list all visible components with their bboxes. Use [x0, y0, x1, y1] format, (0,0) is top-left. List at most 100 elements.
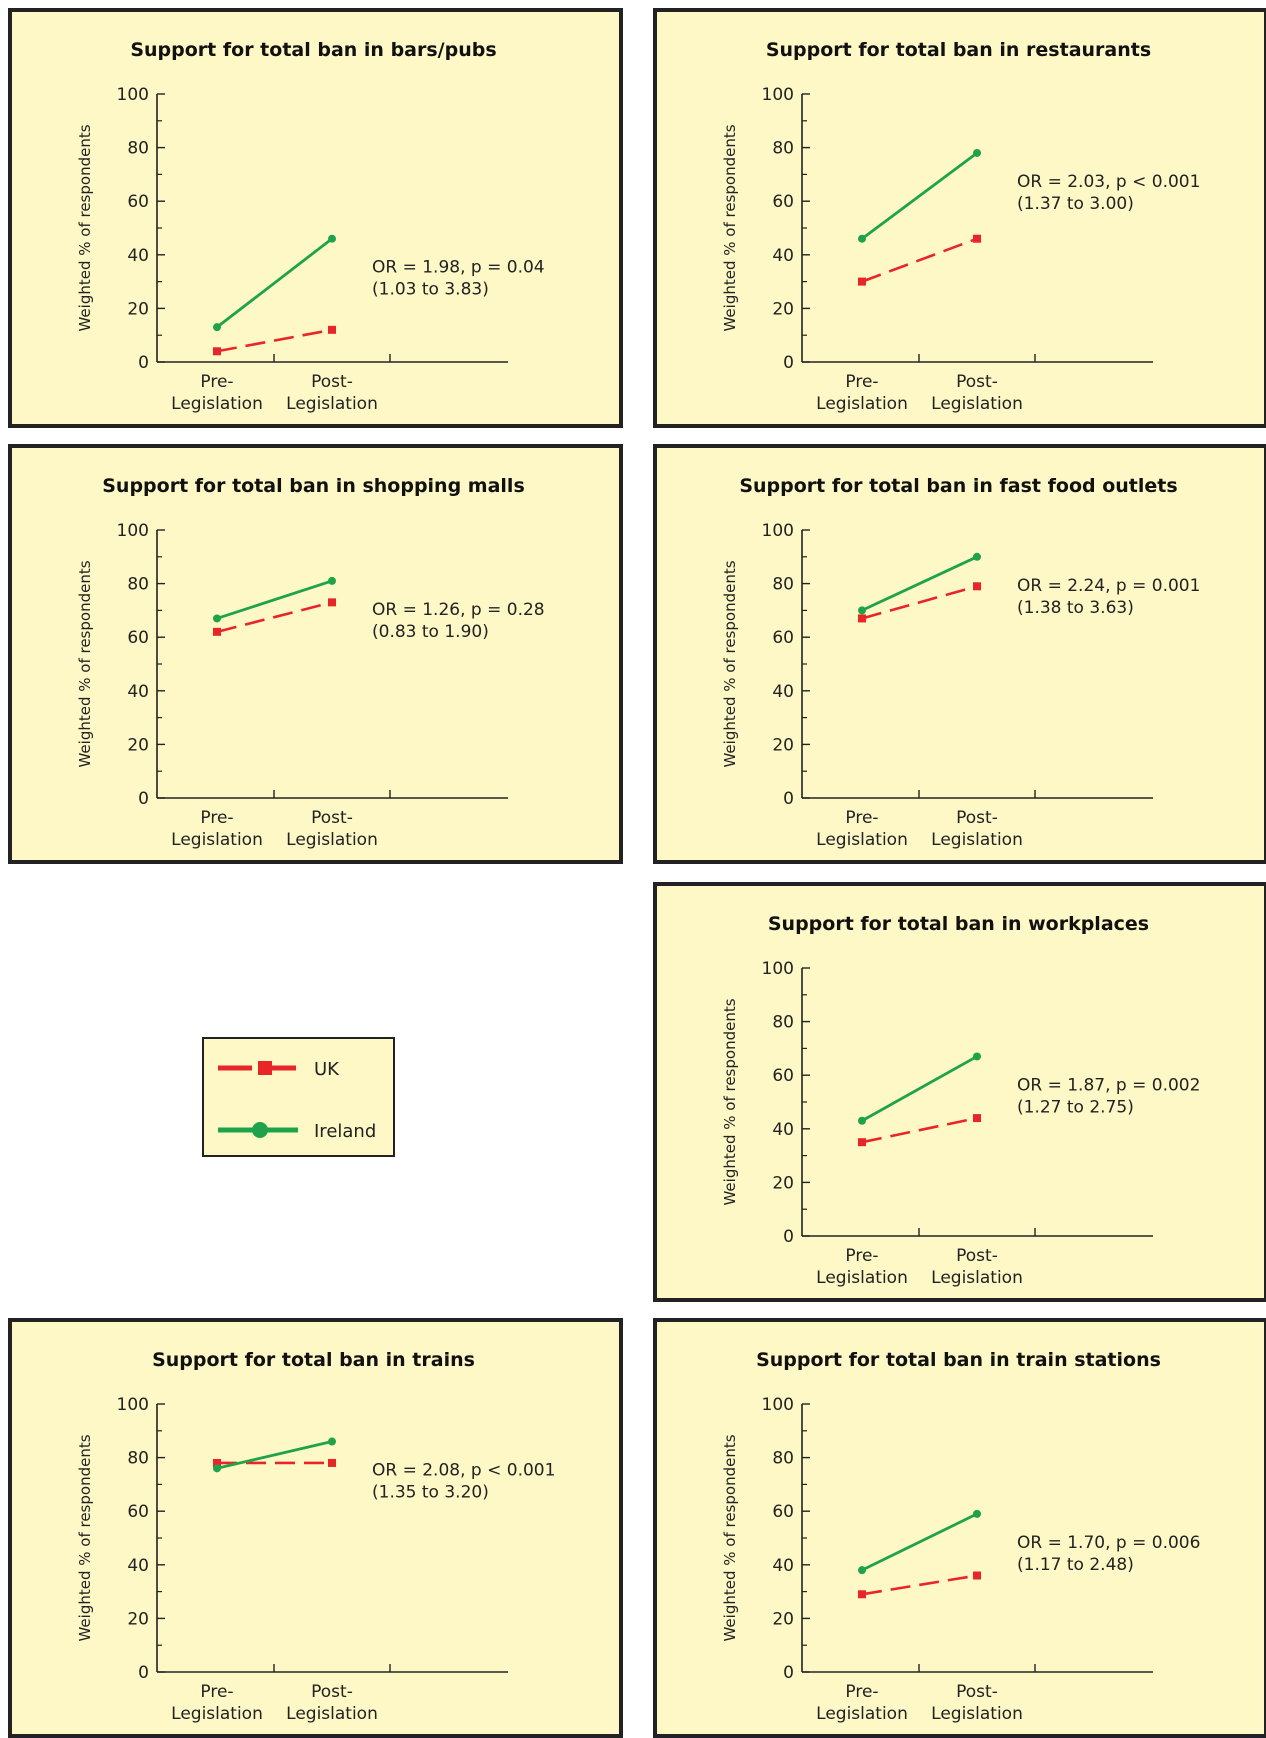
uk-data-point — [328, 598, 336, 607]
y-tick-label: 40 — [772, 1120, 794, 1140]
y-tick-label: 0 — [138, 353, 149, 373]
y-tick-label: 100 — [117, 1395, 149, 1415]
uk-data-point — [973, 234, 981, 243]
uk-series-line — [216, 601, 333, 634]
chart-title: Support for total ban in fast food outle… — [739, 475, 1177, 497]
chart-svg: Support for total ban in train stations W… — [721, 1349, 1200, 1724]
ireland-series-line — [861, 151, 978, 240]
odds-ratio-annotation: OR = 2.08, p < 0.001 (1.35 to 3.20) — [372, 1461, 555, 1503]
y-tick-label: 20 — [772, 1609, 794, 1629]
x-tick-label: Pre-Legislation — [816, 372, 908, 414]
ireland-data-point — [328, 576, 336, 585]
y-axis-label: Weighted % of respondents — [721, 560, 739, 767]
y-tick-label: 20 — [772, 735, 794, 755]
chart-panel-restaurants: Support for total ban in restaurants Weig… — [653, 8, 1266, 428]
y-tick-label: 100 — [762, 521, 794, 541]
y-tick-label: 80 — [127, 575, 149, 595]
x-tick-label: Pre-Legislation — [816, 808, 908, 850]
y-tick-label: 0 — [783, 1227, 794, 1247]
uk-series-line — [861, 1574, 978, 1596]
y-tick-label: 60 — [127, 1502, 149, 1522]
y-tick-label: 40 — [127, 682, 149, 702]
y-tick-label: 80 — [772, 1449, 794, 1469]
x-tick-label: Post-Legislation — [286, 372, 378, 414]
y-tick-label: 60 — [772, 1502, 794, 1522]
ireland-data-point — [858, 606, 866, 615]
ireland-data-point — [213, 614, 221, 623]
y-tick-label: 60 — [772, 628, 794, 648]
uk-data-point — [328, 1458, 336, 1467]
x-tick-label: Post-Legislation — [931, 1246, 1023, 1288]
ireland-data-point — [858, 1566, 866, 1575]
x-tick-label: Post-Legislation — [931, 372, 1023, 414]
y-tick-label: 20 — [772, 299, 794, 319]
uk-series-line — [861, 1116, 978, 1144]
ireland-data-point — [328, 234, 336, 243]
uk-data-point — [858, 1590, 866, 1599]
y-tick-label: 80 — [772, 575, 794, 595]
ireland-data-point — [973, 1509, 981, 1518]
ireland-data-point — [973, 148, 981, 157]
odds-ratio-annotation: OR = 2.24, p = 0.001 (1.38 to 3.63) — [1017, 576, 1200, 618]
uk-data-point — [213, 1458, 221, 1467]
y-tick-label: 60 — [127, 192, 149, 212]
odds-ratio-annotation: OR = 1.98, p = 0.04 (1.03 to 3.83) — [372, 258, 545, 300]
uk-data-point — [213, 347, 221, 356]
uk-data-point — [213, 627, 221, 636]
chart-panel-trains: Support for total ban in trains Weighted … — [8, 1318, 623, 1738]
x-tick-label: Post-Legislation — [931, 1682, 1023, 1724]
x-tick-label: Post-Legislation — [286, 1682, 378, 1724]
y-tick-label: 60 — [127, 628, 149, 648]
uk-series-line — [861, 585, 978, 620]
uk-data-point — [328, 325, 336, 334]
y-tick-label: 80 — [772, 139, 794, 159]
x-tick-label: Pre-Legislation — [816, 1682, 908, 1724]
ireland-data-point — [213, 1464, 221, 1473]
odds-ratio-annotation: OR = 1.87, p = 0.002 (1.27 to 2.75) — [1017, 1075, 1200, 1117]
y-tick-label: 0 — [783, 1663, 794, 1683]
ireland-series-line — [216, 237, 333, 329]
chart-title: Support for total ban in shopping malls — [102, 475, 525, 497]
x-tick-label: Pre-Legislation — [816, 1246, 908, 1288]
y-tick-label: 40 — [127, 246, 149, 266]
ireland-series-line — [861, 1055, 978, 1122]
y-tick-label: 40 — [772, 682, 794, 702]
ireland-data-point — [973, 552, 981, 561]
uk-data-point — [973, 1571, 981, 1580]
chart-svg: Support for total ban in trains Weighted … — [76, 1349, 555, 1724]
y-tick-label: 20 — [772, 1173, 794, 1193]
x-tick-label: Pre-Legislation — [171, 808, 263, 850]
y-tick-label: 40 — [772, 1556, 794, 1576]
ireland-data-point — [973, 1052, 981, 1061]
uk-data-point — [858, 1138, 866, 1147]
ireland-series-line — [861, 1512, 978, 1572]
y-tick-label: 0 — [138, 789, 149, 809]
odds-ratio-annotation: OR = 1.26, p = 0.28 (0.83 to 1.90) — [372, 600, 545, 642]
x-tick-label: Pre-Legislation — [171, 1682, 263, 1724]
chart-title: Support for total ban in train stations — [756, 1349, 1161, 1371]
chart-panel-train-stations: Support for total ban in train stations W… — [653, 1318, 1266, 1738]
chart-title: Support for total ban in bars/pubs — [130, 39, 496, 61]
chart-svg: Support for total ban in restaurants Weig… — [721, 39, 1200, 414]
ireland-series-line — [861, 555, 978, 612]
uk-data-point — [973, 582, 981, 591]
ireland-data-point — [213, 323, 221, 332]
y-axis-label: Weighted % of respondents — [721, 998, 739, 1205]
legend-ireland-marker — [252, 1122, 268, 1138]
ireland-series-line — [216, 579, 333, 620]
y-axis-label: Weighted % of respondents — [721, 1434, 739, 1641]
chart-title: Support for total ban in restaurants — [766, 39, 1151, 61]
legend-uk-label: UK — [314, 1059, 340, 1080]
chart-svg: Support for total ban in shopping malls W… — [76, 475, 545, 850]
uk-series-line — [861, 237, 978, 283]
legend-uk-marker — [258, 1061, 272, 1075]
y-tick-label: 60 — [772, 1066, 794, 1086]
ireland-series-line — [216, 1440, 333, 1470]
ireland-data-point — [858, 234, 866, 243]
chart-svg: Support for total ban in fast food outle… — [721, 475, 1200, 850]
y-tick-label: 60 — [772, 192, 794, 212]
y-tick-label: 0 — [783, 789, 794, 809]
x-tick-label: Post-Legislation — [286, 808, 378, 850]
legend-graphics: UK Ireland — [218, 1059, 376, 1142]
legend-ireland-label: Ireland — [314, 1121, 376, 1142]
